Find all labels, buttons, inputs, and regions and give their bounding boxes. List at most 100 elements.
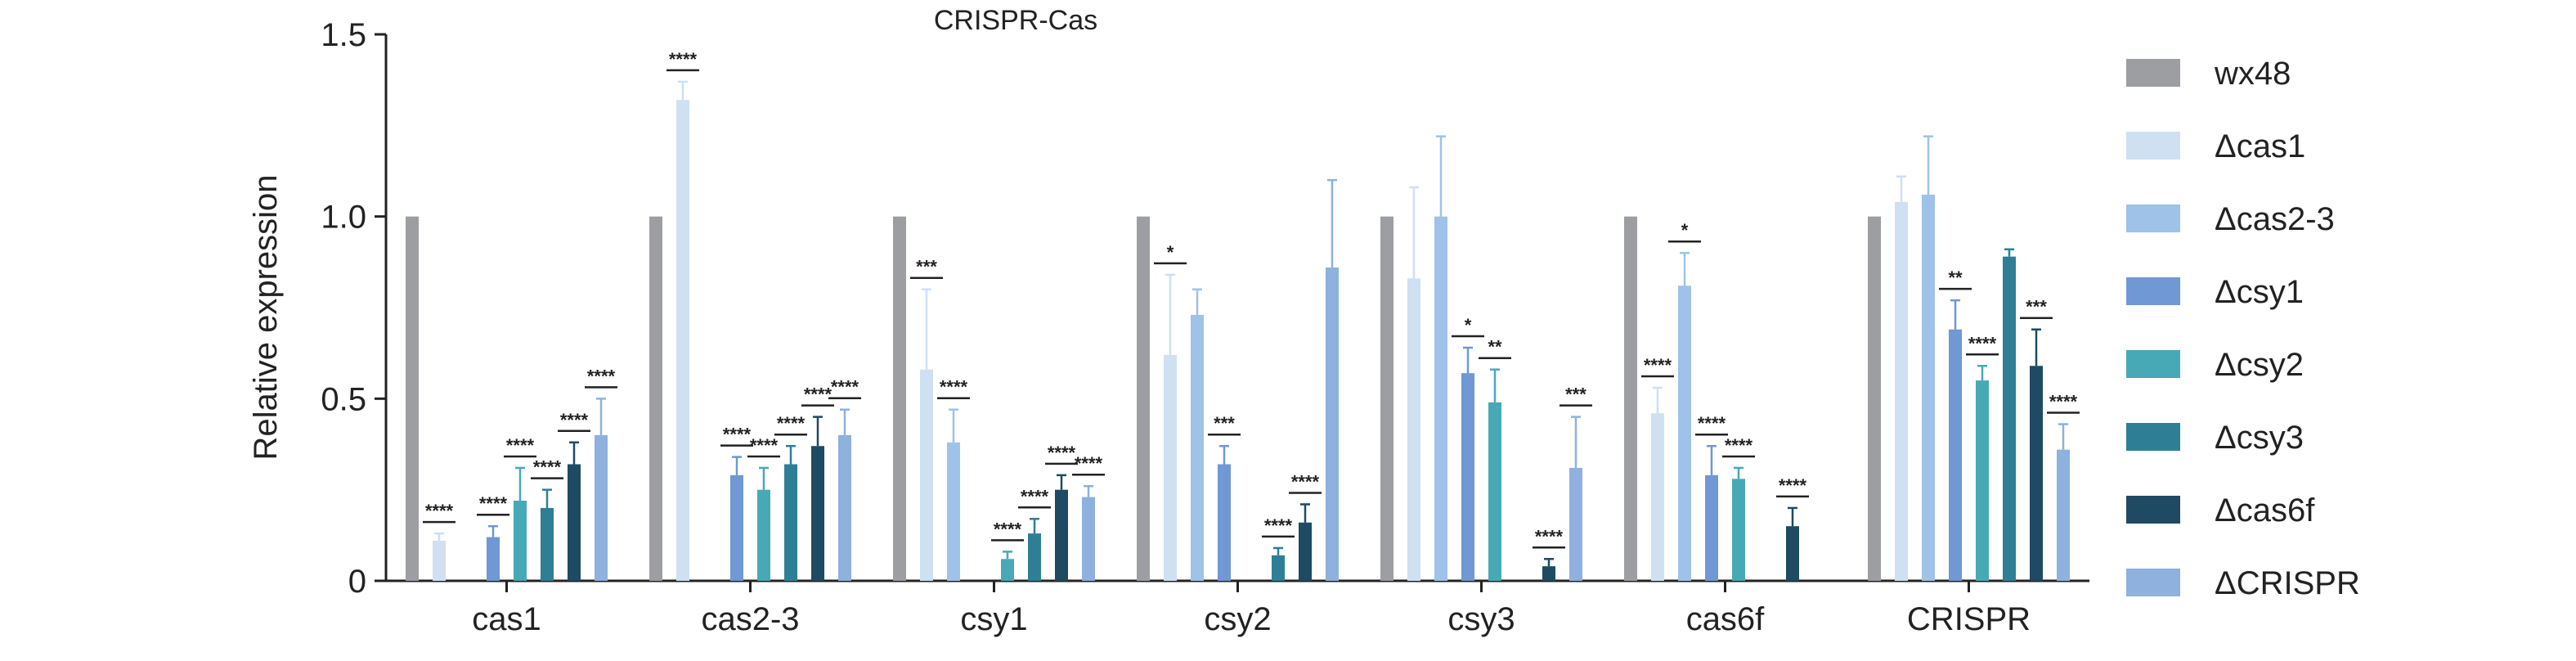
bar [1786,526,1799,581]
bar [1868,216,1881,581]
significance-label: **** [560,410,589,430]
bar [2030,366,2043,581]
bar [920,369,933,581]
bar [1434,216,1447,581]
significance-label: **** [804,384,832,405]
bar [1326,268,1339,581]
bar [1299,522,1312,581]
bar [1407,278,1420,581]
significance-label: ** [1488,337,1502,357]
legend-label: ΔCRISPR [2215,565,2360,601]
significance-label: ** [1948,268,1963,288]
legend-swatch [2126,569,2180,596]
significance-label: **** [506,435,535,456]
bar [1191,314,1204,581]
significance-label: **** [1264,515,1293,536]
significance-label: **** [1968,333,1997,353]
bar [1461,373,1474,581]
bar [2057,449,2070,581]
significance-label: **** [940,377,968,398]
legend-swatch [2126,132,2180,160]
bar [1569,467,1582,581]
significance-label: **** [1291,471,1320,492]
x-tick-label: cas2-3 [701,601,799,637]
significance-label: **** [2049,392,2078,412]
bar [1732,479,1745,581]
x-tick-label: csy1 [960,601,1027,637]
significance-label: **** [479,493,508,514]
bar [2003,256,2016,581]
bar [1137,216,1150,581]
significance-label: **** [1075,453,1103,474]
bar [433,541,446,581]
significance-label: **** [1535,526,1564,546]
significance-label: **** [777,413,806,434]
bar [1949,329,1962,581]
legend-label: wx48 [2214,56,2291,92]
bar [1895,201,1908,581]
legend-label: Δcsy3 [2215,420,2304,456]
legend-swatch [2126,205,2180,232]
bar [487,537,500,581]
significance-label: *** [2026,297,2047,317]
significance-label: *** [1565,384,1586,405]
legend-label: Δcsy1 [2215,274,2304,310]
bar [649,216,662,581]
legend-swatch [2126,496,2180,524]
significance-label: * [1167,242,1174,263]
bar [947,442,960,581]
bar [730,474,743,581]
bar [893,216,906,581]
significance-label: * [1465,315,1472,335]
significance-label: **** [669,49,698,70]
bar [406,216,419,581]
bar [1028,533,1041,581]
significance-label: **** [1779,475,1807,496]
bar [1976,380,1989,581]
bar [1082,497,1095,581]
bar [1218,464,1231,581]
bar [1001,559,1014,581]
y-tick-label: 1.5 [321,17,366,53]
legend-swatch [2126,277,2180,305]
x-tick-label: cas1 [472,601,541,637]
bar [1380,216,1393,581]
bar [1922,194,1935,582]
legend-label: Δcas6f [2215,492,2315,528]
bar [1488,402,1501,581]
significance-label: *** [1214,413,1235,434]
x-tick-label: csy2 [1204,601,1271,637]
significance-label: **** [994,519,1022,539]
significance-label: **** [1644,355,1672,375]
bar [1164,354,1177,581]
bar [568,464,581,581]
legend-label: Δcsy2 [2215,347,2304,383]
significance-label: * [1681,220,1689,241]
bar [1272,555,1285,581]
bar [784,464,797,581]
bar [1542,566,1555,581]
significance-label: **** [750,435,779,456]
legend-label: Δcas2-3 [2215,201,2335,237]
bar [595,434,608,581]
bar [1624,216,1637,581]
plot-area: 00.51.01.5**** ********************cas1**… [321,17,2089,637]
significance-label: **** [587,366,616,386]
legend-label: Δcas1 [2215,128,2305,164]
bar [1678,286,1691,581]
bar [838,434,851,581]
chart-title: CRISPR-Cas [934,5,1097,36]
significance-label: **** [425,501,454,521]
significance-label: *** [916,257,937,277]
significance-label: **** [723,425,752,445]
significance-label: **** [1048,443,1076,463]
significance-label: **** [1725,435,1753,456]
bar [514,501,527,581]
bar [1705,474,1718,581]
bar [541,507,554,581]
x-tick-label: cas6f [1686,601,1765,637]
x-tick-label: csy3 [1447,601,1515,637]
bar [1651,413,1664,581]
bar [676,100,689,581]
